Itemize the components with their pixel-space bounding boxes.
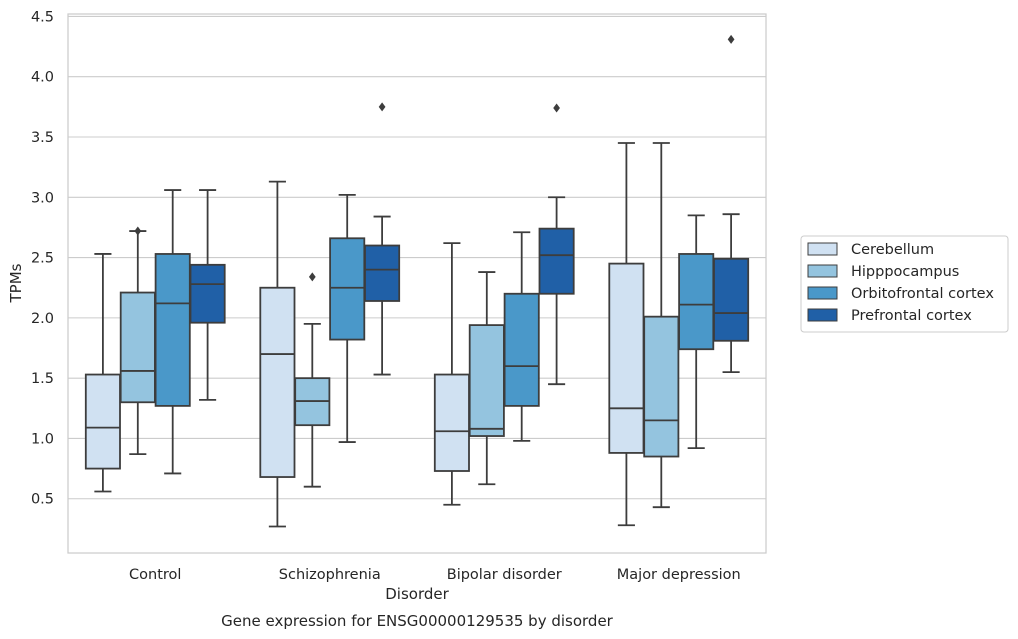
box-iqr bbox=[119, 291, 156, 404]
legend-label: Prefrontal cortex bbox=[851, 308, 972, 324]
x-axis-ticks: Control Schizophrenia Bipolar disorder Majo… bbox=[129, 567, 741, 583]
box-iqr bbox=[433, 373, 470, 472]
box-3-0 bbox=[189, 189, 226, 401]
legend-swatch bbox=[807, 286, 838, 300]
legend-label: Cerebellum bbox=[851, 242, 934, 258]
y-tick-label: 1.5 bbox=[31, 371, 54, 387]
box-2-3 bbox=[678, 214, 715, 449]
chart-caption: Gene expression for ENSG00000129535 by d… bbox=[221, 612, 614, 630]
x-tick-label: Schizophrenia bbox=[279, 567, 381, 583]
y-tick-label: 2.5 bbox=[31, 251, 54, 267]
legend-label: Orbitofrontal cortex bbox=[851, 286, 994, 302]
box-1-0 bbox=[119, 226, 156, 456]
box-1-3 bbox=[643, 142, 680, 509]
box-iqr bbox=[84, 373, 121, 470]
legend-frame bbox=[800, 235, 1009, 333]
box-0-0 bbox=[84, 253, 121, 493]
box-iqr bbox=[154, 253, 191, 407]
legend: Cerebellum Hipppocampus Orbitofrontal cort… bbox=[800, 235, 1009, 333]
x-tick-label: Bipolar disorder bbox=[447, 567, 562, 583]
box-iqr bbox=[468, 324, 505, 437]
box-0-2 bbox=[433, 242, 470, 506]
legend-swatch bbox=[807, 308, 838, 322]
box-iqr bbox=[713, 257, 750, 342]
box-iqr bbox=[608, 262, 645, 454]
y-tick-label: 1.0 bbox=[31, 431, 54, 447]
box-1-2 bbox=[468, 271, 505, 486]
outlier-marker bbox=[553, 103, 560, 113]
box-iqr bbox=[259, 286, 296, 478]
legend-label: Hipppocampus bbox=[851, 264, 959, 280]
plot-frame bbox=[67, 13, 767, 554]
y-tick-label: 4.5 bbox=[31, 9, 54, 25]
box-0-3 bbox=[608, 142, 645, 527]
outlier-marker bbox=[308, 272, 316, 282]
box-2-2 bbox=[503, 231, 540, 442]
y-axis-ticks: 0.5 1.0 1.5 2.0 2.5 3.0 3.5 4.0 4.5 bbox=[31, 9, 54, 507]
box-iqr bbox=[503, 292, 540, 407]
x-axis-label: Disorder bbox=[385, 585, 449, 603]
box-iqr bbox=[643, 315, 680, 458]
box-iqr bbox=[678, 253, 715, 351]
y-tick-label: 4.0 bbox=[31, 70, 54, 86]
outlier-marker bbox=[134, 226, 142, 236]
box-3-1 bbox=[364, 102, 401, 376]
box-3-3 bbox=[713, 34, 750, 374]
legend-swatch bbox=[807, 242, 838, 256]
box-3-2 bbox=[538, 103, 575, 386]
outlier-marker bbox=[727, 34, 735, 44]
box-1-1 bbox=[294, 272, 331, 488]
box-iqr bbox=[538, 227, 575, 295]
outlier-marker bbox=[378, 102, 386, 112]
legend-swatch bbox=[807, 264, 838, 278]
box-iqr bbox=[189, 263, 226, 324]
x-tick-label: Major depression bbox=[617, 567, 741, 583]
y-axis-label: TPMs bbox=[7, 263, 25, 303]
y-tick-label: 2.0 bbox=[31, 311, 54, 327]
box-2-1 bbox=[329, 193, 366, 443]
y-tick-label: 3.0 bbox=[31, 190, 54, 206]
box-groups bbox=[84, 34, 750, 528]
y-tick-label: 0.5 bbox=[31, 492, 54, 508]
x-tick-label: Control bbox=[129, 567, 181, 583]
box-2-0 bbox=[154, 189, 191, 475]
box-iqr bbox=[364, 244, 401, 302]
y-tick-label: 3.5 bbox=[31, 130, 54, 146]
box-iqr bbox=[329, 237, 366, 341]
